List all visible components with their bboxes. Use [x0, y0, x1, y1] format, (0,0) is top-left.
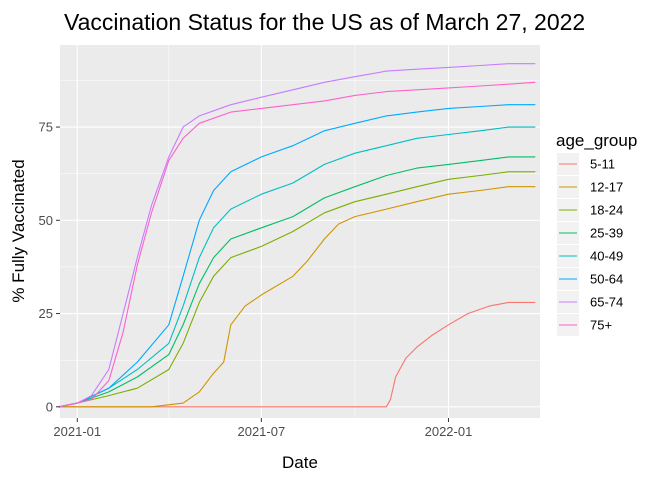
- plot-panel: [60, 45, 540, 418]
- y-axis-title: % Fully Vaccinated: [9, 159, 28, 302]
- series-line-50-64: [58, 104, 536, 408]
- series-line-18-24: [58, 171, 536, 408]
- series-line-12-17: [58, 186, 536, 408]
- x-axis-title: Date: [282, 453, 318, 472]
- legend-label: 18-24: [590, 203, 623, 218]
- legend-label: 12-17: [590, 180, 623, 195]
- y-tick-label: 0: [46, 399, 53, 414]
- minor-gridlines: [60, 45, 540, 418]
- chart-title: Vaccination Status for the US as of Marc…: [64, 9, 585, 35]
- legend-label: 50-64: [590, 272, 623, 287]
- legend-label: 75+: [590, 318, 612, 333]
- series-line-65-74: [58, 63, 536, 408]
- series-line-25-39: [58, 156, 536, 408]
- x-tick-label: 2021-01: [53, 424, 101, 439]
- series-line-75+: [58, 81, 536, 408]
- legend-label: 25-39: [590, 226, 623, 241]
- x-tick-label: 2021-07: [237, 424, 285, 439]
- y-axis: 0 25 50 75: [39, 120, 60, 414]
- y-tick-label: 50: [39, 213, 53, 228]
- series-line-5-11: [58, 301, 536, 408]
- legend-label: 5-11: [590, 157, 615, 172]
- legend-label: 65-74: [590, 295, 623, 310]
- y-tick-label: 25: [39, 306, 53, 321]
- y-tick-label: 75: [39, 120, 53, 135]
- legend-label: 40-49: [590, 249, 623, 264]
- series-line-40-49: [58, 126, 536, 408]
- legend-items: 5-11 12-17 18-24 25-39 40-49 50-64 65-74 75+: [557, 153, 623, 336]
- legend: age_group 5-11 12-17 18-24 25-39 40-49 50-64 6…: [556, 131, 637, 336]
- x-axis: 2021-01 2021-07 2022-01: [53, 418, 472, 439]
- series-layer: [58, 63, 536, 408]
- legend-title: age_group: [556, 131, 637, 150]
- x-tick-label: 2022-01: [425, 424, 473, 439]
